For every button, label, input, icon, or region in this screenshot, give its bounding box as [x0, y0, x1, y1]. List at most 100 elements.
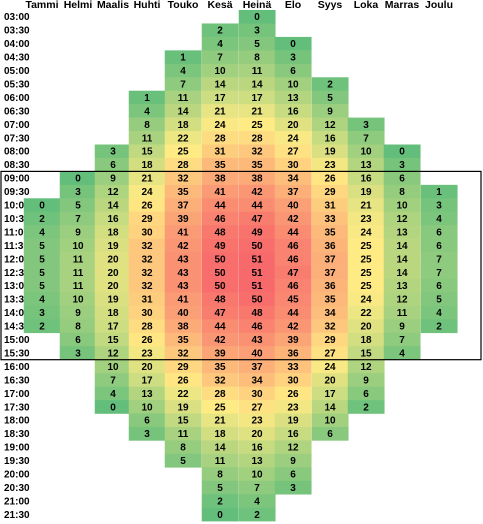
cell-value: 8	[180, 443, 186, 454]
cell-value: 39	[177, 214, 189, 225]
heatmap-cell	[164, 426, 202, 441]
heatmap-cell	[238, 211, 276, 226]
heatmap-cell	[383, 171, 421, 186]
row-label: 06:00	[4, 93, 30, 104]
heatmap-cell	[94, 346, 132, 360]
heatmap-cell	[128, 292, 166, 307]
cell-value: 21	[360, 201, 372, 212]
cell-value: 21	[214, 416, 226, 427]
heatmap-cell	[347, 252, 385, 266]
cell-value: 17	[324, 389, 336, 400]
cell-value: 36	[324, 241, 336, 252]
cell-value: 10	[360, 147, 372, 158]
cell-value: 32	[177, 174, 189, 185]
cell-value: 1	[180, 53, 186, 64]
cell-value: 32	[141, 254, 153, 265]
row-label: 16:30	[4, 375, 30, 386]
heatmap-cell	[420, 279, 458, 293]
cell-value: 24	[360, 227, 372, 238]
heatmap-cell	[164, 305, 202, 320]
cell-value: 19	[107, 241, 119, 252]
heatmap-cell	[274, 480, 312, 495]
cell-value: 23	[251, 416, 263, 427]
cell-value: 16	[107, 214, 119, 225]
heatmap-cell	[274, 400, 312, 414]
heatmap-cell	[128, 305, 166, 320]
cell-value: 42	[214, 335, 226, 346]
heatmap-cell	[164, 265, 202, 280]
cell-value: 44	[287, 308, 299, 319]
heatmap-cell	[23, 225, 61, 239]
row-label: 20:30	[4, 483, 30, 494]
heatmap-cell	[94, 265, 132, 280]
cell-value: 35	[251, 160, 263, 171]
cell-value: 0	[75, 174, 81, 185]
cell-value: 7	[436, 254, 442, 265]
cell-value: 7	[217, 53, 223, 64]
cell-value: 20	[141, 362, 153, 373]
cell-value: 43	[251, 335, 263, 346]
cell-value: 6	[290, 470, 296, 481]
cell-value: 28	[214, 133, 226, 144]
column-header: Huhti	[134, 0, 161, 11]
heatmap-cell	[420, 211, 458, 226]
cell-value: 29	[177, 362, 189, 373]
cell-value: 23	[141, 348, 153, 359]
cell-value: 23	[287, 402, 299, 413]
cell-value: 24	[214, 120, 226, 131]
heatmap-cell	[311, 346, 349, 360]
cell-value: 3	[254, 26, 260, 37]
heatmap-cell	[128, 252, 166, 266]
heatmap-cell	[164, 63, 202, 78]
cell-value: 21	[251, 106, 263, 117]
heatmap-cell	[59, 332, 97, 347]
cell-value: 3	[363, 120, 369, 131]
cell-value: 38	[214, 174, 226, 185]
cell-value: 46	[287, 241, 299, 252]
column-header: Touko	[168, 0, 199, 11]
heatmap-cell	[201, 305, 239, 320]
heatmap-cell	[383, 319, 421, 334]
cell-value: 25	[360, 254, 372, 265]
heatmap-cell	[311, 171, 349, 186]
cell-value: 11	[73, 254, 84, 265]
heatmap-cell	[23, 265, 61, 280]
cell-value: 27	[324, 348, 336, 359]
cell-value: 8	[217, 470, 223, 481]
cell-value: 3	[290, 483, 296, 494]
heatmap-cell	[311, 400, 349, 414]
cell-value: 9	[399, 322, 405, 333]
cell-value: 4	[180, 66, 186, 77]
cell-value: 12	[107, 348, 119, 359]
heatmap-cell	[238, 77, 276, 91]
heatmap-cell	[238, 157, 276, 172]
cell-value: 40	[177, 308, 189, 319]
row-label: 08:30	[4, 160, 30, 171]
cell-value: 30	[287, 160, 299, 171]
cell-value: 41	[177, 227, 189, 238]
cell-value: 6	[75, 335, 81, 346]
heatmap-cell	[383, 332, 421, 347]
row-label: 07:00	[4, 120, 30, 131]
heatmap-cell	[274, 440, 312, 455]
heatmap-cell	[274, 467, 312, 482]
cell-value: 33	[324, 214, 336, 225]
cell-value: 6	[436, 241, 442, 252]
cell-value: 17	[251, 93, 263, 104]
cell-value: 8	[75, 322, 81, 333]
heatmap-cell	[238, 346, 276, 360]
cell-value: 2	[254, 510, 260, 521]
cell-value: 32	[141, 268, 153, 279]
heatmap-cell	[274, 305, 312, 320]
cell-value: 5	[327, 93, 333, 104]
cell-value: 6	[327, 429, 333, 440]
cell-value: 29	[141, 214, 153, 225]
heatmap-cell	[311, 319, 349, 334]
cell-value: 14	[214, 79, 226, 90]
cell-value: 46	[287, 254, 299, 265]
cell-value: 5	[39, 254, 45, 265]
cell-value: 10	[251, 470, 263, 481]
heatmap-cell	[201, 117, 239, 132]
heatmap-cell	[201, 90, 239, 105]
heatmap-cell	[347, 198, 385, 213]
